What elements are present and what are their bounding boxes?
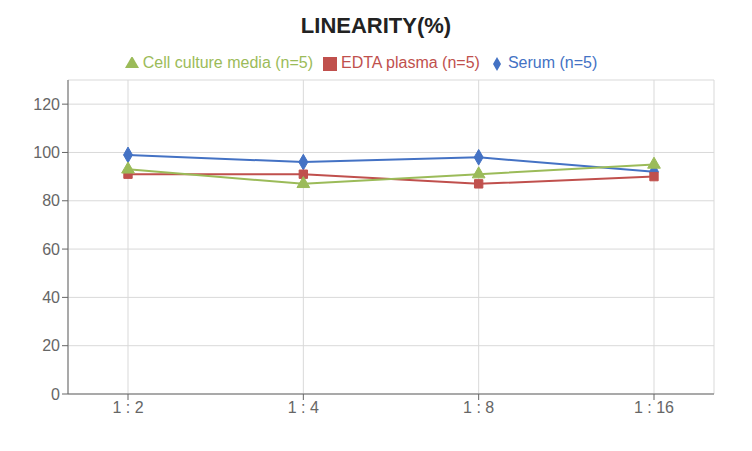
svg-text:20: 20 xyxy=(42,337,60,354)
svg-text:1 : 8: 1 : 8 xyxy=(463,399,494,416)
svg-text:60: 60 xyxy=(42,241,60,258)
html-text:EDTA plasma (n=5): EDTA plasma (n=5) xyxy=(341,54,480,71)
svg-text:40: 40 xyxy=(42,289,60,306)
svg-text:0: 0 xyxy=(51,386,60,403)
svg-text:80: 80 xyxy=(42,192,60,209)
html-text:Serum (n=5): Serum (n=5) xyxy=(507,54,598,71)
html-text:Cell culture media (n=5): Cell culture media (n=5) xyxy=(142,54,313,71)
svg-text:1 : 2: 1 : 2 xyxy=(112,399,143,416)
svg-text:1 : 4: 1 : 4 xyxy=(288,399,319,416)
svg-text:1 : 16: 1 : 16 xyxy=(634,399,674,416)
svg-text:100: 100 xyxy=(33,144,60,161)
svg-text:120: 120 xyxy=(33,96,60,113)
html-text:LINEARITY(%): LINEARITY(%) xyxy=(300,13,452,38)
